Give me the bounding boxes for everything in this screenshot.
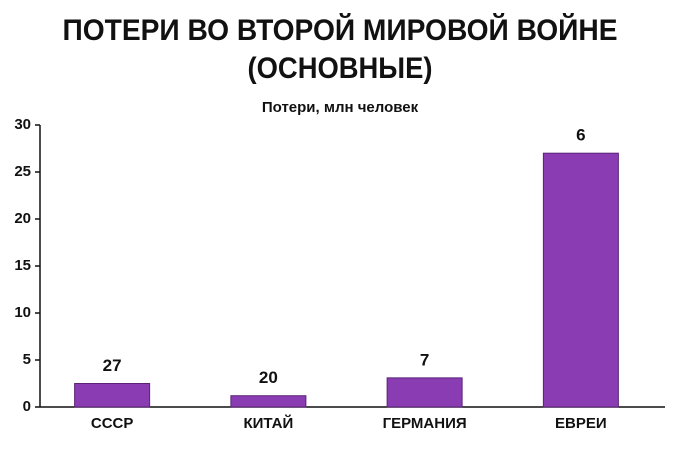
bar: [74, 383, 151, 408]
annotation: 27: [103, 356, 122, 375]
chart-title: ПОТЕРИ ВО ВТОРОЙ МИРОВОЙ ВОЙНЕ: [63, 13, 618, 47]
bar: [230, 395, 307, 408]
x-tick-label: ЕВРЕИ: [555, 415, 607, 432]
x-tick-label: СССР: [91, 415, 134, 432]
y-tick-label: 10: [14, 304, 31, 321]
annotation: 6: [576, 126, 585, 145]
y-tick-label: 20: [14, 210, 31, 227]
chart-title: (ОСНОВНЫЕ): [248, 52, 433, 85]
bar: [386, 377, 463, 408]
x-tick-label: ГЕРМАНИЯ: [383, 415, 467, 432]
bar: [542, 152, 619, 408]
y-tick-label: 15: [14, 257, 31, 274]
chart-subtitle: Потери, млн человек: [262, 99, 419, 116]
y-tick-label: 0: [23, 398, 31, 415]
y-tick-label: 25: [14, 163, 31, 180]
x-tick-label: КИТАЙ: [243, 414, 293, 432]
annotation: 20: [259, 368, 278, 387]
y-tick-label: 5: [23, 351, 31, 368]
y-tick-label: 30: [14, 116, 31, 133]
annotation: 7: [420, 350, 429, 369]
